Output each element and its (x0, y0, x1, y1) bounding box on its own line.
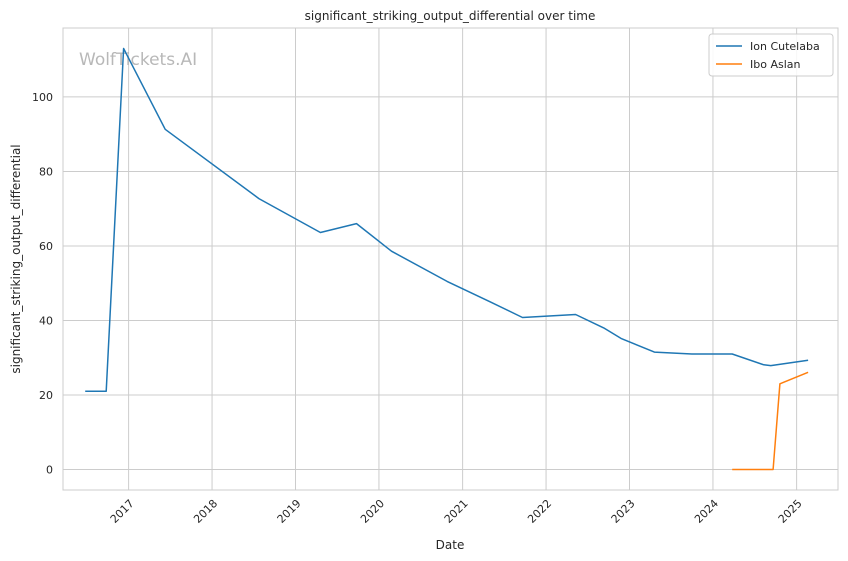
y-tick-label: 0 (46, 464, 53, 477)
watermark: WolfTickets.AI (79, 50, 197, 70)
y-tick-label: 60 (39, 240, 53, 253)
legend-label: Ion Cutelaba (750, 40, 820, 53)
y-gridlines (63, 96, 838, 471)
plot-frame (62, 27, 839, 491)
y-axis-label: significant_striking_output_differential (9, 144, 23, 373)
y-tick-label: 40 (39, 314, 53, 327)
y-axis-ticks: 0 20 40 60 80 100 (32, 91, 53, 477)
plot-area: WolfTickets.AI (62, 27, 839, 491)
series-line-ibo-aslan (732, 371, 809, 471)
legend-box (708, 33, 834, 77)
x-axis-label: Date (436, 538, 465, 552)
legend-label: Ibo Aslan (750, 58, 801, 71)
legend: Ion Cutelaba Ibo Aslan (708, 33, 834, 77)
chart-title: significant_striking_output_differential… (305, 9, 596, 23)
y-tick-label: 80 (39, 165, 53, 178)
x-gridlines (128, 28, 798, 490)
y-tick-label: 20 (39, 389, 53, 402)
series-line-ion-cutelaba (85, 47, 809, 393)
y-tick-label: 100 (32, 91, 53, 104)
series-layer (85, 47, 809, 471)
legend-items: Ion Cutelaba Ibo Aslan (716, 40, 820, 71)
